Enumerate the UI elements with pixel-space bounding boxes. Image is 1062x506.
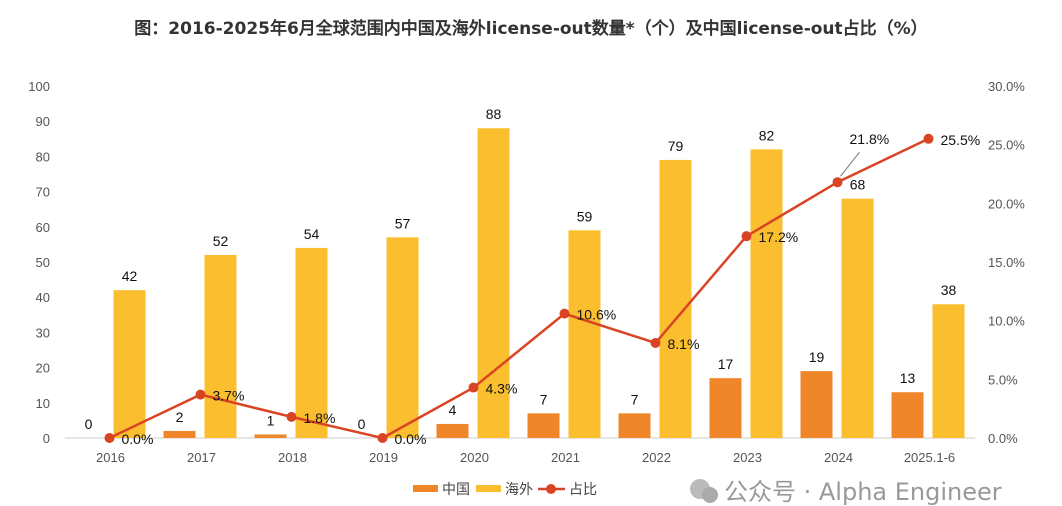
left-tick-label: 30 xyxy=(36,325,50,340)
bar-overseas xyxy=(386,237,419,438)
bar-overseas-label: 52 xyxy=(213,233,229,249)
ratio-label: 0.0% xyxy=(122,431,154,447)
left-tick-label: 100 xyxy=(28,79,50,94)
left-tick-label: 90 xyxy=(36,114,50,129)
bar-china-label: 17 xyxy=(718,356,734,372)
left-tick-label: 10 xyxy=(36,396,50,411)
bar-overseas xyxy=(932,304,965,438)
legend-overseas-label: 海外 xyxy=(505,482,533,498)
ratio-label: 8.1% xyxy=(668,336,700,352)
ratio-point xyxy=(104,433,115,443)
bar-china-label: 0 xyxy=(358,416,366,432)
x-tick-label: 2017 xyxy=(187,450,216,465)
bar-overseas-label: 38 xyxy=(941,282,957,298)
left-tick-label: 60 xyxy=(36,220,50,235)
ratio-label: 17.2% xyxy=(759,229,799,245)
ratio-point xyxy=(286,411,297,422)
bar-china xyxy=(709,378,742,438)
x-tick-label: 2016 xyxy=(96,450,125,465)
legend-china-label: 中国 xyxy=(442,482,470,498)
ratio-point xyxy=(195,389,206,400)
ratio-point xyxy=(650,337,661,348)
bar-overseas xyxy=(568,230,601,438)
ratio-point xyxy=(741,231,752,242)
x-tick-label: 2023 xyxy=(733,450,762,465)
ratio-point xyxy=(832,177,843,188)
bar-overseas xyxy=(659,159,692,439)
watermark: 公众号 · Alpha Engineer xyxy=(724,478,1002,506)
bar-overseas-label: 59 xyxy=(577,208,593,224)
bar-overseas-label: 54 xyxy=(304,226,320,242)
ratio-label: 0.0% xyxy=(395,431,427,447)
bar-china xyxy=(618,413,651,438)
left-tick-label: 70 xyxy=(36,185,50,200)
ratio-label: 4.3% xyxy=(486,381,518,397)
bar-china-label: 1 xyxy=(267,412,275,428)
ratio-point xyxy=(468,382,479,393)
right-tick-label: 25.0% xyxy=(988,138,1025,153)
bar-overseas xyxy=(841,198,874,438)
bar-china-label: 4 xyxy=(449,402,457,418)
wechat-icon-bubble xyxy=(702,487,718,503)
ratio-leader-line xyxy=(840,151,860,177)
bar-china xyxy=(163,430,196,438)
bar-overseas-label: 42 xyxy=(122,268,138,284)
ratio-line xyxy=(108,137,930,440)
bar-overseas-label: 57 xyxy=(395,215,411,231)
right-tick-label: 0.0% xyxy=(988,431,1018,446)
ratio-label: 25.5% xyxy=(941,132,981,148)
bar-overseas-label: 79 xyxy=(668,138,684,154)
bar-china-label: 19 xyxy=(809,349,825,365)
ratio-label: 1.8% xyxy=(304,410,336,426)
x-tick-label: 2024 xyxy=(824,450,853,465)
legend-overseas-swatch xyxy=(476,485,501,492)
bar-china xyxy=(800,371,833,438)
bar-overseas xyxy=(113,290,146,438)
x-tick-label: 2022 xyxy=(642,450,671,465)
ratio-point xyxy=(559,308,570,319)
chart-title: 图：2016-2025年6月全球范围内中国及海外license-out数量*（个… xyxy=(134,19,928,39)
bar-china-label: 13 xyxy=(900,370,916,386)
bar-china xyxy=(527,413,560,438)
right-tick-label: 5.0% xyxy=(988,372,1018,387)
bar-overseas xyxy=(295,247,328,438)
left-tick-label: 0 xyxy=(43,431,50,446)
right-tick-label: 15.0% xyxy=(988,255,1025,270)
bar-overseas-label: 88 xyxy=(486,106,502,122)
right-tick-label: 10.0% xyxy=(988,314,1025,329)
right-tick-label: 20.0% xyxy=(988,196,1025,211)
bar-china xyxy=(254,434,287,438)
left-tick-label: 80 xyxy=(36,149,50,164)
x-tick-label: 2020 xyxy=(460,450,489,465)
x-tick-label: 2025.1-6 xyxy=(904,450,955,465)
bar-overseas xyxy=(477,128,510,439)
bar-china xyxy=(891,392,924,438)
bar-china xyxy=(436,423,469,438)
ratio-point xyxy=(377,433,388,443)
bar-overseas xyxy=(204,254,237,438)
ratio-point xyxy=(923,133,934,144)
bar-overseas-label: 68 xyxy=(850,177,866,193)
x-tick-label: 2021 xyxy=(551,450,580,465)
ratio-label: 21.8% xyxy=(850,131,890,147)
left-tick-label: 40 xyxy=(36,290,50,305)
x-tick-label: 2019 xyxy=(369,450,398,465)
bar-china-label: 0 xyxy=(85,416,93,432)
legend-ratio-label: 占比 xyxy=(569,482,597,498)
bar-china-label: 2 xyxy=(176,409,184,425)
legend-ratio-marker xyxy=(546,484,556,494)
x-tick-label: 2018 xyxy=(278,450,307,465)
ratio-label: 10.6% xyxy=(577,307,617,323)
right-tick-label: 30.0% xyxy=(988,79,1025,94)
bar-china-label: 7 xyxy=(631,391,639,407)
bar-overseas xyxy=(750,149,783,439)
ratio-label: 3.7% xyxy=(213,388,245,404)
left-tick-label: 50 xyxy=(36,255,50,270)
bar-overseas-label: 82 xyxy=(759,127,775,143)
bar-china-label: 7 xyxy=(540,391,548,407)
legend-china-swatch xyxy=(413,485,438,492)
left-tick-label: 20 xyxy=(36,361,50,376)
